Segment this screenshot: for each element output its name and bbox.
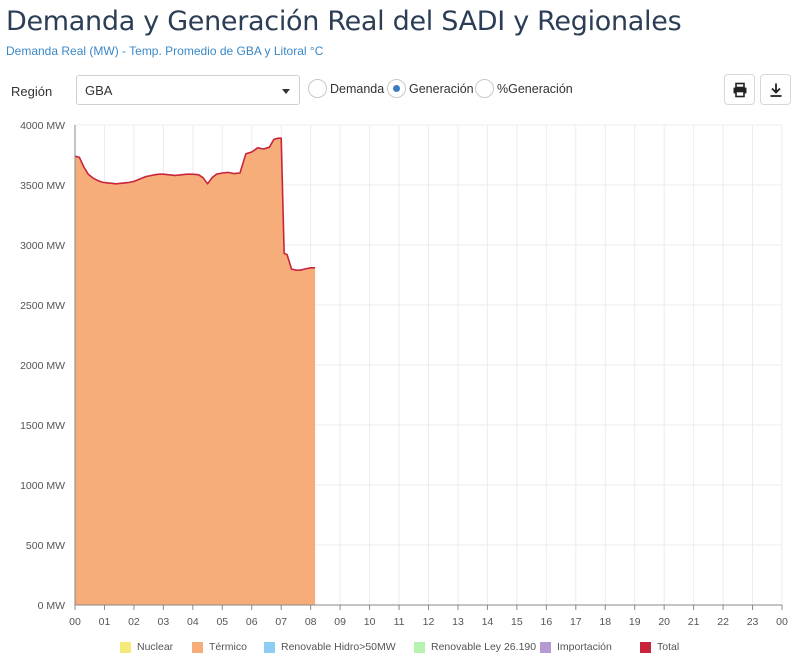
x-tick-label: 16 — [540, 616, 552, 628]
x-tick-label: 21 — [688, 616, 700, 628]
radio-demanda-label: Demanda — [330, 82, 385, 96]
x-tick-label: 07 — [275, 616, 287, 628]
x-tick-label: 14 — [482, 616, 494, 628]
page-subtitle: Demanda Real (MW) - Temp. Promedio de GB… — [6, 44, 324, 58]
x-tick-label: 22 — [717, 616, 729, 628]
x-tick-label: 04 — [187, 616, 199, 628]
legend-swatch — [540, 642, 551, 653]
x-tick-label: 03 — [158, 616, 170, 628]
generation-chart: 0 MW 500 MW 1000 MW 1500 MW 2000 MW 2500 MW 30… — [20, 120, 788, 628]
x-tick-label: 00 — [776, 616, 788, 628]
x-tick-label: 19 — [629, 616, 641, 628]
page-title: Demanda y Generación Real del SADI y Reg… — [6, 6, 682, 37]
legend-label: Importación — [557, 641, 612, 653]
x-tick-label: 09 — [334, 616, 346, 628]
y-tick-label: 3000 MW — [20, 240, 65, 252]
y-tick-label: 4000 MW — [20, 120, 65, 132]
region-select[interactable]: GBA — [76, 75, 300, 105]
x-tick-label: 12 — [423, 616, 435, 628]
x-tick-label: 00 — [69, 616, 81, 628]
download-icon — [770, 83, 782, 97]
y-tick-label: 3500 MW — [20, 180, 65, 192]
x-tick-label: 10 — [364, 616, 376, 628]
x-tick-label: 08 — [305, 616, 317, 628]
y-tick-label: 0 MW — [38, 600, 66, 612]
y-tick-label: 500 MW — [26, 540, 65, 552]
x-tick-label: 01 — [99, 616, 111, 628]
radio-circle — [387, 79, 406, 98]
radio-selected-dot — [393, 85, 400, 92]
x-tick-label: 05 — [216, 616, 228, 628]
x-tick-label: 13 — [452, 616, 464, 628]
legend-label: Renovable Hidro>50MW — [281, 641, 396, 653]
x-tick-label: 18 — [599, 616, 611, 628]
x-tick-label: 11 — [394, 616, 405, 628]
y-tick-label: 2000 MW — [20, 360, 65, 372]
legend-swatch — [640, 642, 651, 653]
x-tick-label: 15 — [511, 616, 523, 628]
x-tick-label: 06 — [246, 616, 258, 628]
legend-label: Total — [657, 641, 680, 653]
legend-swatch — [120, 642, 131, 653]
x-tick-label: 23 — [747, 616, 759, 628]
legend-label: Térmico — [209, 641, 247, 653]
x-tick-label: 17 — [570, 616, 582, 628]
print-button[interactable] — [724, 74, 755, 105]
legend-label: Nuclear — [137, 641, 174, 653]
x-tick-label: 02 — [128, 616, 140, 628]
print-icon — [733, 82, 747, 98]
series-line-total — [74, 137, 316, 272]
radio-circle — [308, 79, 327, 98]
y-tick-label: 1500 MW — [20, 420, 65, 432]
radio-porcentaje-generacion-label: %Generación — [497, 82, 573, 96]
region-select-value: GBA — [85, 83, 113, 98]
x-tick-label: 20 — [658, 616, 670, 628]
region-label: Región — [11, 84, 53, 99]
radio-generacion-label: Generación — [409, 82, 474, 96]
series-area-t-rmico — [75, 138, 316, 605]
radio-circle — [475, 79, 494, 98]
y-tick-label: 2500 MW — [20, 300, 65, 312]
legend-label: Renovable Ley 26.190 — [431, 641, 537, 653]
chevron-down-icon — [282, 89, 290, 94]
y-tick-label: 1000 MW — [20, 480, 65, 492]
legend-swatch — [264, 642, 275, 653]
legend-swatch — [414, 642, 425, 653]
download-button[interactable] — [760, 74, 791, 105]
legend-swatch — [192, 642, 203, 653]
